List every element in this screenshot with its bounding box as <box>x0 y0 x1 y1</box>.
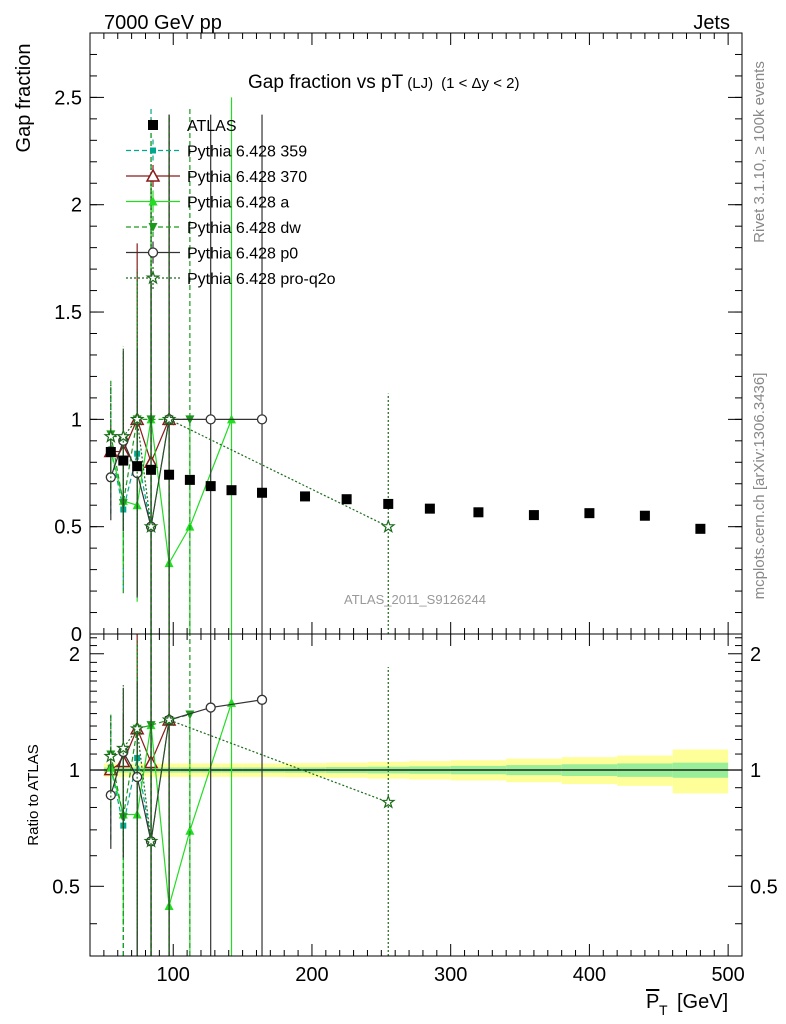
x-axis-title-symbol: P <box>646 991 659 1013</box>
atlas-data-point <box>146 464 157 475</box>
legend-marker <box>148 120 158 130</box>
atlas-data-point <box>584 508 595 519</box>
ratio-series-line <box>110 713 191 818</box>
series-point <box>129 411 145 426</box>
ratio-y-tick-label-right: 0.5 <box>750 876 778 898</box>
chart-title-range: (1 < Δy < 2) <box>441 75 519 92</box>
y-tick-label: 0 <box>71 624 82 646</box>
atlas-data-point <box>226 485 237 496</box>
ratio-point <box>185 825 195 835</box>
x-axis-title-sub: T <box>659 1002 668 1018</box>
ratio-point <box>115 740 131 755</box>
series-point <box>205 414 216 425</box>
y-tick-label: 0.5 <box>54 517 82 539</box>
atlas-data-point <box>257 487 268 498</box>
ratio-uncertainty-bands <box>90 749 742 794</box>
chart-title: Gap fraction vs pT (LJ) (1 < Δy < 2) <box>248 72 519 93</box>
ratio-y-tick-label: 0.5 <box>52 876 80 898</box>
legend-marker <box>145 168 161 182</box>
mcplots-label: mcplots.cern.ch [arXiv:1306.3436] <box>751 373 768 600</box>
x-axis-title: P T [GeV] <box>646 991 728 1018</box>
header-right: Jets <box>693 12 730 34</box>
atlas-data-point <box>205 481 216 492</box>
legend-label: Pythia 6.428 359 <box>187 144 307 161</box>
ratio-point <box>161 712 177 727</box>
series-point <box>256 414 268 425</box>
ratio-point <box>129 720 145 736</box>
legend-marker <box>148 223 158 232</box>
x-tick-label: 500 <box>711 964 744 986</box>
header-left: 7000 GeV pp <box>104 12 222 34</box>
y-tick-label: 2 <box>71 195 82 217</box>
atlas-data-point <box>473 507 484 518</box>
ratio-y-tick-label-right: 2 <box>750 644 761 666</box>
series-point <box>161 411 177 426</box>
ratio-point <box>103 748 119 763</box>
atlas-data-point <box>424 503 435 514</box>
legend: ATLAS Pythia 6.428 359 Pythia 6.428 370 Pyt… <box>126 118 336 289</box>
legend-marker <box>147 247 159 258</box>
atlas-data-point <box>184 474 195 485</box>
ratio-y-tick-label: 1 <box>69 760 80 782</box>
ratio-point <box>143 833 159 848</box>
ratio-plot-frame <box>89 633 743 957</box>
x-tick-label: 200 <box>295 964 328 986</box>
series-point <box>143 518 159 533</box>
legend-marker <box>145 270 161 285</box>
chart-title-main: Gap fraction vs pT <box>248 72 404 93</box>
ratio-point <box>226 697 236 707</box>
atlas-data-point <box>118 455 129 466</box>
x-tick-label: 300 <box>434 964 467 986</box>
legend-label: Pythia 6.428 a <box>187 195 289 212</box>
legend-label: Pythia 6.428 pro-q2o <box>187 271 336 288</box>
atlas-data-point <box>639 510 650 521</box>
legend-marker <box>150 147 156 154</box>
x-axis-title-unit: [GeV] <box>677 991 728 1013</box>
atlas-data-point <box>695 523 706 534</box>
legend-label: Pythia 6.428 370 <box>187 169 307 186</box>
atlas-data-point <box>105 446 116 457</box>
y-tick-label: 1 <box>71 409 82 431</box>
atlas-data-point <box>300 491 311 502</box>
y-tick-label: 2.5 <box>54 87 82 109</box>
plot-marks <box>103 97 706 956</box>
ratio-y-tick-label: 2 <box>69 644 80 666</box>
series-point <box>380 518 396 533</box>
rivet-label: Rivet 3.1.10, ≥ 100k events <box>751 61 768 243</box>
atlas-data-point <box>341 494 352 505</box>
series-point <box>115 428 131 443</box>
atlas-data-point <box>132 461 143 472</box>
ratio-point <box>380 794 396 809</box>
ratio-series-line <box>110 702 233 907</box>
series-point <box>103 428 119 443</box>
atlas-data-point <box>528 510 539 521</box>
legend-label: Pythia 6.428 dw <box>187 220 301 237</box>
legend-label: Pythia 6.428 p0 <box>187 246 298 263</box>
x-tick-label: 100 <box>157 964 190 986</box>
series-line <box>110 418 190 504</box>
legend-label: ATLAS <box>187 118 237 135</box>
ratio-series-line <box>110 757 152 842</box>
atlas-data-point <box>164 469 175 480</box>
atlas-data-point <box>383 498 394 509</box>
ratio-point <box>256 694 268 705</box>
series-line <box>110 417 389 528</box>
ratio-y-axis-title: Ratio to ATLAS <box>25 744 42 845</box>
chart-title-sub: (LJ) <box>407 75 433 92</box>
legend-marker <box>148 196 158 206</box>
ratio-point <box>205 702 216 713</box>
x-tick-label: 400 <box>573 964 606 986</box>
y-axis-title: Gap fraction <box>13 44 35 153</box>
watermark: ATLAS_2011_S9126244 <box>344 592 486 607</box>
y-tick-label: 1.5 <box>54 302 82 324</box>
ratio-y-tick-label-right: 1 <box>750 760 761 782</box>
series-line <box>110 449 152 527</box>
axes-ticks: 100 200 300 400 500 0 0.5 1 1.5 2 2.5 0.5 0.5 1 1 2 2 <box>52 33 778 986</box>
